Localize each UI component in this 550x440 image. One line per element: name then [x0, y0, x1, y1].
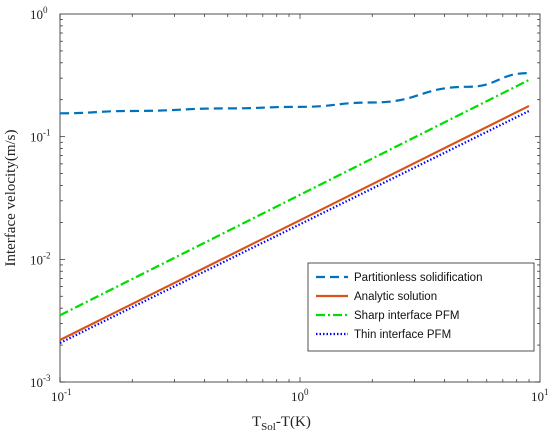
legend-entry: Analytic solution — [354, 291, 437, 303]
series-line-0 — [59, 71, 530, 115]
series-layer — [59, 71, 530, 344]
legend-entry: Thin interface PFM — [354, 329, 451, 341]
y-tick-label: 10-1 — [30, 128, 51, 145]
x-tick-label: 10-1 — [51, 387, 72, 404]
x-axis-label-tail: -T(K) — [276, 414, 311, 430]
x-axis-label: TSol-T(K) — [252, 414, 311, 433]
y-tick-label: 100 — [30, 5, 48, 22]
ticks-layer: 10-1 100 101 10-3 10-2 10-1 100 — [30, 5, 549, 404]
x-tick-label: 100 — [291, 387, 309, 404]
x-axis-label-subscript: Sol — [261, 421, 276, 433]
legend: Partitionless solidification Analytic sol… — [307, 262, 535, 352]
x-axis-label-main: T — [252, 414, 261, 430]
series-line-2 — [59, 78, 530, 317]
x-tick-label: 101 — [531, 387, 549, 404]
series-line-1 — [59, 104, 530, 341]
y-tick-label: 10-3 — [30, 373, 51, 390]
legend-entry: Partitionless solidification — [354, 272, 482, 284]
legend-entry: Sharp interface PFM — [354, 310, 459, 322]
y-axis-label: Interface velocity(m/s) — [3, 129, 19, 266]
y-tick-label: 10-2 — [30, 250, 51, 267]
